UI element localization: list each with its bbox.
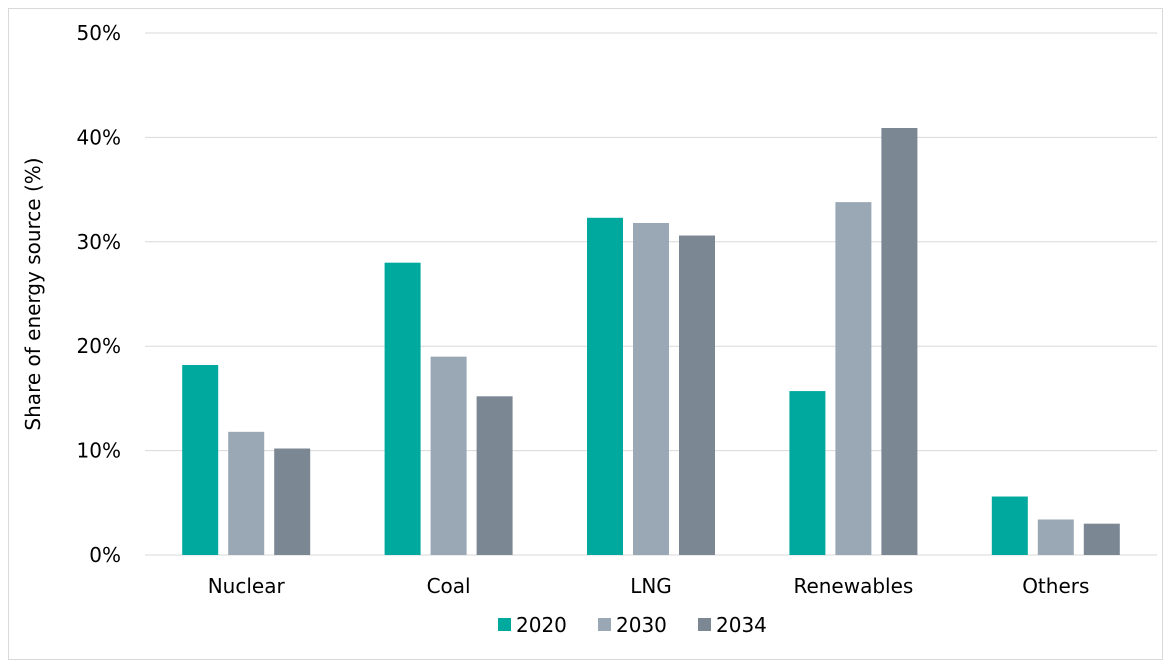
y-tick-label: 0% [89,543,121,567]
x-category-label: Renewables [793,574,913,598]
bar-renewables-2034 [881,128,918,555]
y-tick-label: 30% [77,230,121,254]
bar-lng-2020 [587,217,623,555]
legend-label-2030: 2030 [616,613,667,637]
y-axis-title: Share of energy source (%) [21,157,45,430]
y-tick-label: 50% [77,21,121,45]
x-category-label: Coal [427,574,471,598]
bar-coal-2020 [384,262,421,555]
legend-swatch-2030 [598,618,611,631]
bar-others-2020 [991,496,1028,555]
legend-label-2020: 2020 [516,613,567,637]
bar-nuclear-2034 [274,448,311,555]
y-axis-ticks: 0% 10% 20% 30% 40% 50% [77,21,121,567]
x-category-label: LNG [630,574,672,598]
y-tick-label: 40% [77,125,121,149]
legend: 2020 2030 2034 [498,613,767,637]
bar-nuclear-2020 [182,364,219,555]
bar-nuclear-2030 [228,431,265,555]
bar-others-2030 [1037,519,1074,555]
bars [182,128,1120,556]
bar-coal-2034 [476,396,513,555]
bar-coal-2030 [430,356,467,555]
bar-lng-2030 [633,223,669,555]
y-tick-label: 10% [77,439,121,463]
x-axis-category-labels: Nuclear Coal LNG Renewables Others [208,574,1090,598]
bar-renewables-2020 [789,391,826,555]
legend-swatch-2034 [698,618,711,631]
y-tick-label: 20% [77,334,121,358]
x-category-label: Others [1022,574,1089,598]
legend-swatch-2020 [498,618,511,631]
bar-renewables-2030 [835,202,872,556]
legend-label-2034: 2034 [716,613,767,637]
bar-others-2034 [1083,523,1120,555]
x-category-label: Nuclear [208,574,286,598]
bar-lng-2034 [679,235,715,555]
